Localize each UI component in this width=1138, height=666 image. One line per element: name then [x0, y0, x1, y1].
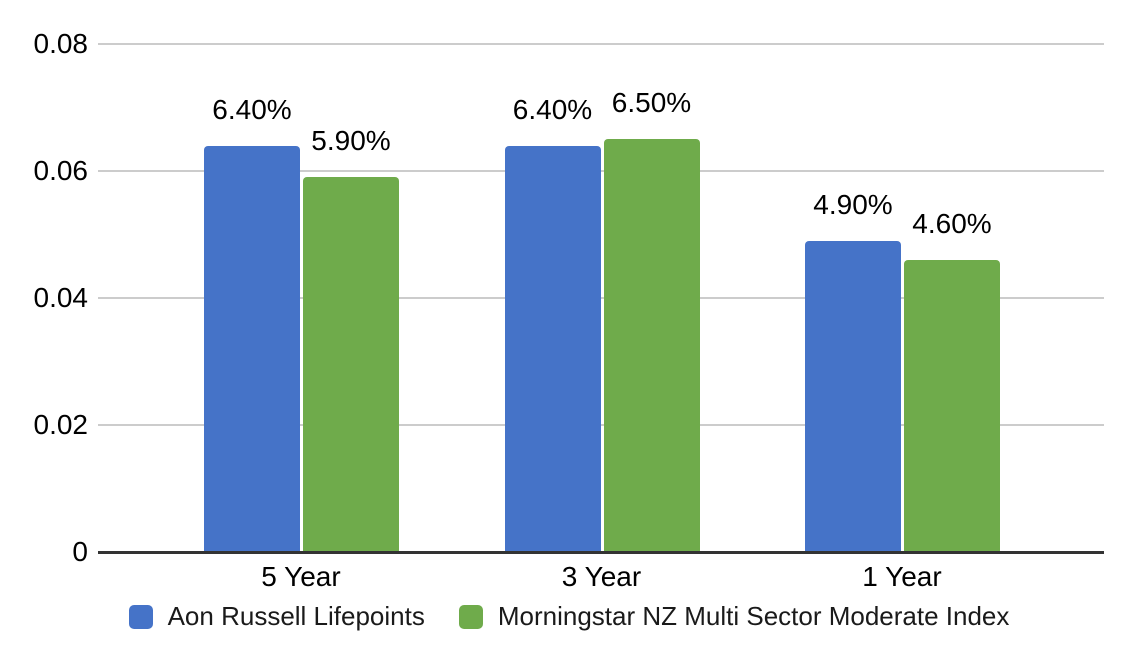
legend-swatch-green — [458, 604, 483, 629]
bar-value-label: 4.60% — [912, 207, 992, 239]
legend: Aon Russell Lifepoints Morningstar NZ Mu… — [0, 601, 1138, 632]
gridline — [98, 424, 1104, 426]
bar-morningstar-nz-multi-sector-moderate-index-1-year — [904, 259, 1000, 552]
bar-aon-russell-lifepoints-3-year — [504, 145, 601, 552]
x-axis-line — [98, 551, 1104, 554]
x-axis-category-label: 3 Year — [561, 561, 642, 592]
bar-value-label: 5.90% — [311, 125, 391, 157]
bar-value-label: 6.40% — [512, 93, 593, 125]
x-axis-category-label: 5 Year — [261, 561, 341, 592]
y-axis-tick-label: 0.02 — [33, 409, 89, 440]
legend-item-morningstar-nz-multi-sector-moderate-index: Morningstar NZ Multi Sector Moderate Ind… — [458, 601, 1010, 632]
y-axis-tick-label: 0 — [72, 536, 88, 567]
y-axis-tick-label: 0.04 — [33, 282, 89, 313]
bar-morningstar-nz-multi-sector-moderate-index-3-year — [603, 139, 700, 552]
bar-value-label: 4.90% — [813, 188, 893, 220]
bar-aon-russell-lifepoints-1-year — [805, 240, 901, 552]
bar-value-label: 6.40% — [212, 93, 292, 125]
legend-label: Aon Russell Lifepoints — [167, 601, 425, 631]
legend-item-aon-russell-lifepoints: Aon Russell Lifepoints — [128, 601, 425, 632]
gridline — [98, 43, 1104, 45]
gridline — [98, 297, 1104, 299]
x-axis-category-label: 1 Year — [862, 561, 942, 592]
bar-aon-russell-lifepoints-5-year — [204, 145, 300, 552]
legend-label: Morningstar NZ Multi Sector Moderate Ind… — [497, 601, 1010, 631]
y-axis-tick-label: 0.06 — [33, 155, 89, 186]
y-axis-tick-label: 0.08 — [33, 28, 89, 59]
bar-value-label: 6.50% — [611, 87, 692, 119]
bar-morningstar-nz-multi-sector-moderate-index-5-year — [303, 177, 399, 552]
gridline — [98, 170, 1104, 172]
legend-swatch-blue — [128, 604, 153, 629]
